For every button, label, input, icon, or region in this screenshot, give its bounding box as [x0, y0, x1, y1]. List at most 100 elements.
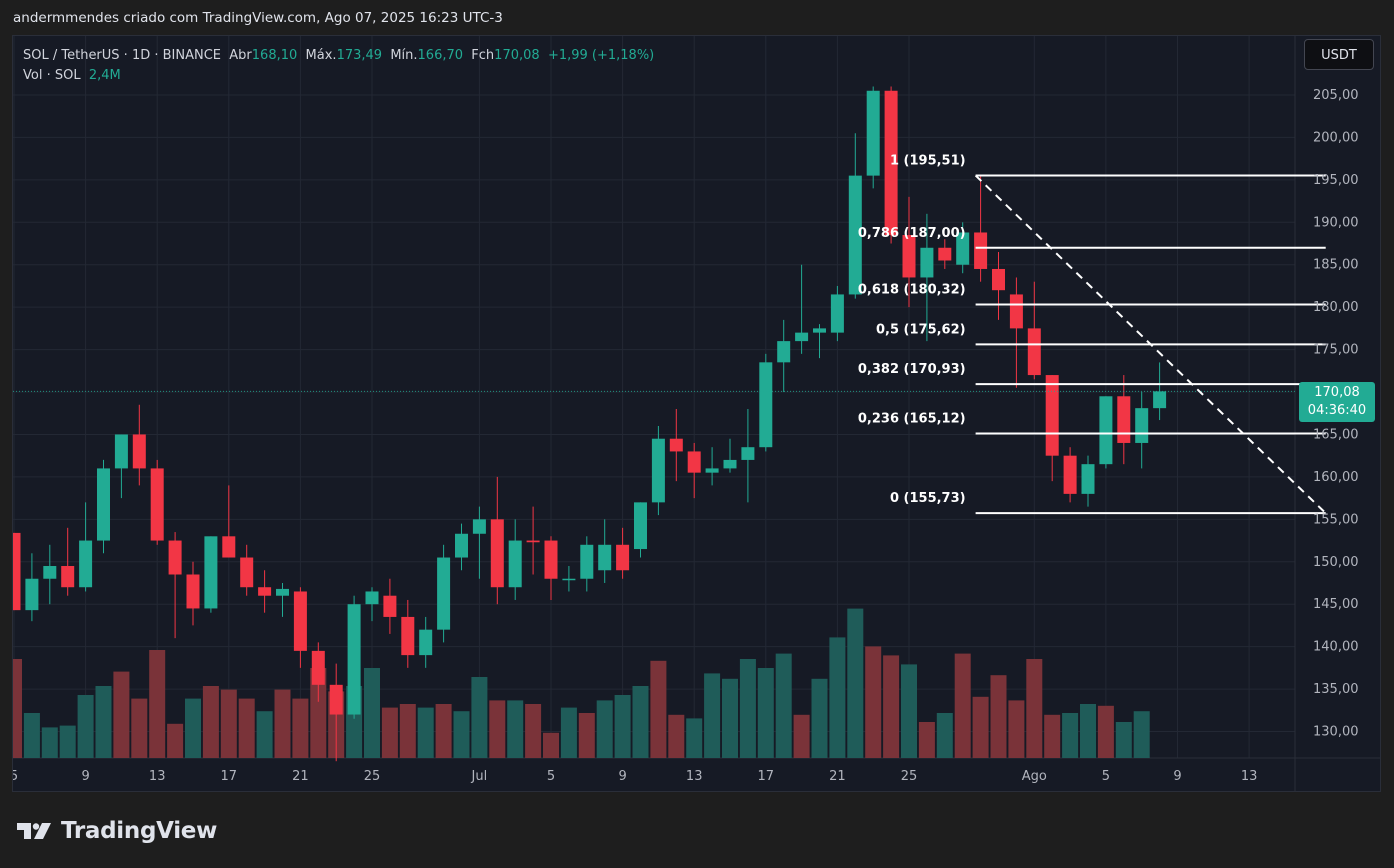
currency-button[interactable]: USDT [1304, 39, 1374, 70]
candle-body[interactable] [777, 341, 791, 363]
candlestick-chart[interactable]: 1 (195,51) 0,786 (187,00) 0,618 (180,32) 0,… [13, 36, 1380, 791]
price-axis-label: 130,00 [1313, 725, 1359, 740]
chart-panel[interactable]: 1 (195,51) 0,786 (187,00) 0,618 (180,32) 0,… [12, 35, 1381, 792]
time-axis-label: 5 [547, 769, 555, 784]
price-axis-label: 135,00 [1313, 682, 1359, 697]
volume-bar [1062, 713, 1079, 758]
candle-body[interactable] [383, 595, 397, 617]
open-value: 168,10 [251, 48, 298, 63]
symbol-name[interactable]: SOL / TetherUS · 1D · BINANCE [23, 48, 222, 63]
candle-body[interactable] [562, 578, 576, 581]
candle-body[interactable] [526, 540, 540, 543]
candle-body[interactable] [472, 519, 486, 534]
volume-bar [1026, 659, 1043, 758]
candle-body[interactable] [938, 247, 952, 261]
candle-body[interactable] [401, 616, 415, 656]
volume-bar [543, 732, 559, 758]
candle-body[interactable] [1117, 396, 1131, 443]
price-axis-label: 145,00 [1313, 597, 1359, 612]
candle-body[interactable] [222, 536, 236, 558]
volume-bar [775, 653, 792, 758]
candle-body[interactable] [132, 434, 146, 469]
candle-body[interactable] [723, 459, 737, 469]
candle-body[interactable] [920, 247, 934, 278]
candle-body[interactable] [329, 684, 343, 715]
candle-body[interactable] [240, 557, 254, 588]
candle-body[interactable] [1009, 294, 1023, 329]
candle-body[interactable] [848, 175, 862, 295]
candle-body[interactable] [1099, 396, 1113, 465]
candle-body[interactable] [150, 468, 164, 541]
candle-body[interactable] [795, 332, 809, 342]
price-axis-label: 200,00 [1313, 130, 1359, 145]
candle-body[interactable] [1081, 464, 1095, 494]
symbol-legend: SOL / TetherUS · 1D · BINANCE Abr168,10 … [23, 46, 654, 86]
candle-body[interactable] [258, 587, 272, 596]
candle-body[interactable] [1045, 375, 1059, 456]
candle-body[interactable] [79, 540, 93, 588]
candle-body[interactable] [1153, 391, 1167, 409]
candle-body[interactable] [186, 574, 200, 609]
candle-body[interactable] [634, 502, 647, 550]
candle-body[interactable] [508, 540, 522, 588]
low-value: 166,70 [417, 48, 464, 63]
candle-body[interactable] [13, 532, 21, 611]
candle-body[interactable] [544, 540, 558, 579]
close-value: 170,08 [494, 48, 540, 63]
volume-bar [185, 698, 201, 758]
candle-body[interactable] [580, 544, 594, 579]
bar-countdown: 04:36:40 [1307, 403, 1367, 418]
candle-body[interactable] [813, 328, 826, 333]
candle-body[interactable] [1063, 455, 1077, 494]
candle-body[interactable] [669, 438, 683, 452]
close-label: Fch [471, 48, 495, 63]
volume-bar [793, 714, 810, 758]
volume-bar [131, 698, 148, 758]
price-axis-label: 205,00 [1313, 88, 1359, 103]
price-axis-label: 155,00 [1313, 512, 1359, 527]
candle-body[interactable] [365, 591, 379, 605]
candle-body[interactable] [347, 604, 361, 715]
candle-body[interactable] [598, 544, 612, 571]
time-axis-label: Jul [471, 769, 488, 784]
candle-body[interactable] [490, 519, 504, 588]
candle-body[interactable] [1135, 408, 1149, 443]
volume-bar [883, 655, 900, 758]
candle-body[interactable] [884, 90, 898, 236]
candle-body[interactable] [705, 468, 719, 473]
candle-body[interactable] [974, 232, 988, 269]
candle-body[interactable] [204, 536, 218, 609]
candle-body[interactable] [61, 566, 75, 588]
fib-trend-line [974, 174, 1327, 514]
volume-bar [59, 725, 76, 758]
candle-body[interactable] [992, 268, 1005, 291]
candle-body[interactable] [97, 468, 110, 541]
candle-body[interactable] [759, 362, 773, 448]
volume-bar [149, 650, 166, 758]
price-axis-label: 190,00 [1313, 215, 1359, 230]
volume-bar [954, 653, 971, 758]
candle-body[interactable] [616, 544, 630, 571]
price-axis-label: 150,00 [1313, 555, 1359, 570]
candle-body[interactable] [43, 566, 57, 579]
candle-body[interactable] [956, 232, 970, 265]
candle-body[interactable] [437, 557, 451, 630]
candle-body[interactable] [114, 434, 128, 469]
candle-body[interactable] [293, 591, 307, 651]
volume-bar [722, 678, 738, 758]
candle-body[interactable] [830, 294, 844, 333]
candle-body[interactable] [651, 438, 665, 503]
volume-bar [417, 707, 434, 758]
candle-body[interactable] [311, 650, 325, 685]
candle-body[interactable] [168, 540, 182, 575]
candle-body[interactable] [866, 90, 880, 176]
candle-body[interactable] [276, 588, 289, 596]
candle-body[interactable] [1027, 328, 1041, 376]
time-axis-label: 5 [1102, 769, 1110, 784]
candle-body[interactable] [741, 447, 755, 460]
candle-body[interactable] [419, 629, 433, 656]
candle-body[interactable] [455, 533, 468, 558]
candle-body[interactable] [902, 235, 916, 278]
candle-body[interactable] [25, 578, 39, 611]
candle-body[interactable] [687, 451, 701, 473]
